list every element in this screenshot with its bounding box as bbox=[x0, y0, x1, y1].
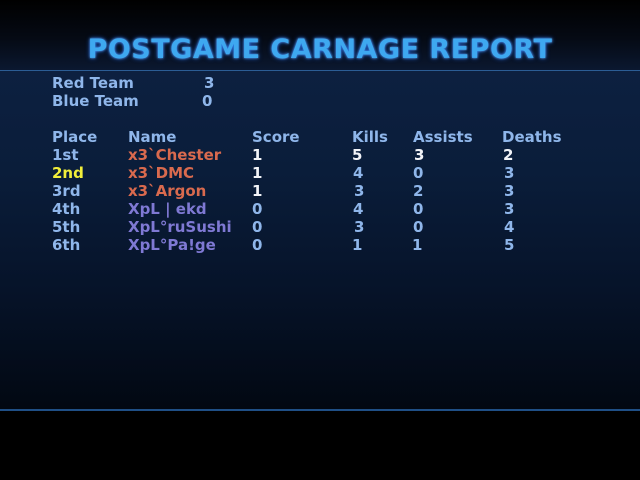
player-name: XpL | ekd bbox=[128, 200, 207, 218]
header-name: Name bbox=[128, 128, 177, 146]
blue-team-score: 0 bbox=[202, 92, 213, 110]
header-kills: Kills bbox=[352, 128, 388, 146]
player-kills: 4 bbox=[353, 164, 364, 182]
player-assists: 0 bbox=[413, 218, 424, 236]
scoreboard-panel bbox=[0, 70, 640, 411]
player-deaths: 3 bbox=[504, 200, 515, 218]
player-name: x3`Argon bbox=[128, 182, 207, 200]
player-place: 6th bbox=[52, 236, 81, 254]
player-score: 0 bbox=[252, 218, 263, 236]
player-place: 3rd bbox=[52, 182, 81, 200]
player-deaths: 3 bbox=[504, 164, 515, 182]
player-name: x3`Chester bbox=[128, 146, 222, 164]
player-name: XpL°ruSushi bbox=[128, 218, 232, 236]
player-assists: 0 bbox=[413, 164, 424, 182]
screen-title: POSTGAME CARNAGE REPORT bbox=[87, 34, 553, 65]
player-deaths: 5 bbox=[504, 236, 515, 254]
header-place: Place bbox=[52, 128, 98, 146]
player-kills: 3 bbox=[354, 182, 365, 200]
title-band bbox=[0, 0, 640, 70]
player-score: 1 bbox=[252, 146, 263, 164]
blue-team-label: Blue Team bbox=[52, 92, 139, 110]
header-score: Score bbox=[252, 128, 300, 146]
player-kills: 3 bbox=[354, 218, 365, 236]
header-deaths: Deaths bbox=[502, 128, 562, 146]
player-score: 0 bbox=[252, 200, 263, 218]
player-kills: 4 bbox=[353, 200, 364, 218]
player-deaths: 2 bbox=[503, 146, 514, 164]
player-assists: 2 bbox=[413, 182, 424, 200]
player-kills: 1 bbox=[352, 236, 363, 254]
player-name: x3`DMC bbox=[128, 164, 194, 182]
header-assists: Assists bbox=[413, 128, 473, 146]
player-score: 1 bbox=[252, 164, 263, 182]
player-deaths: 3 bbox=[504, 182, 515, 200]
player-score: 0 bbox=[252, 236, 263, 254]
player-name: XpL°Pa!ge bbox=[128, 236, 216, 254]
player-place: 4th bbox=[52, 200, 81, 218]
player-place: 2nd bbox=[52, 164, 84, 182]
player-place: 5th bbox=[52, 218, 81, 236]
player-kills: 5 bbox=[352, 146, 363, 164]
player-assists: 3 bbox=[414, 146, 425, 164]
player-deaths: 4 bbox=[504, 218, 515, 236]
player-assists: 0 bbox=[413, 200, 424, 218]
red-team-score: 3 bbox=[204, 74, 215, 92]
player-place: 1st bbox=[52, 146, 79, 164]
player-score: 1 bbox=[252, 182, 263, 200]
player-assists: 1 bbox=[412, 236, 423, 254]
red-team-label: Red Team bbox=[52, 74, 134, 92]
